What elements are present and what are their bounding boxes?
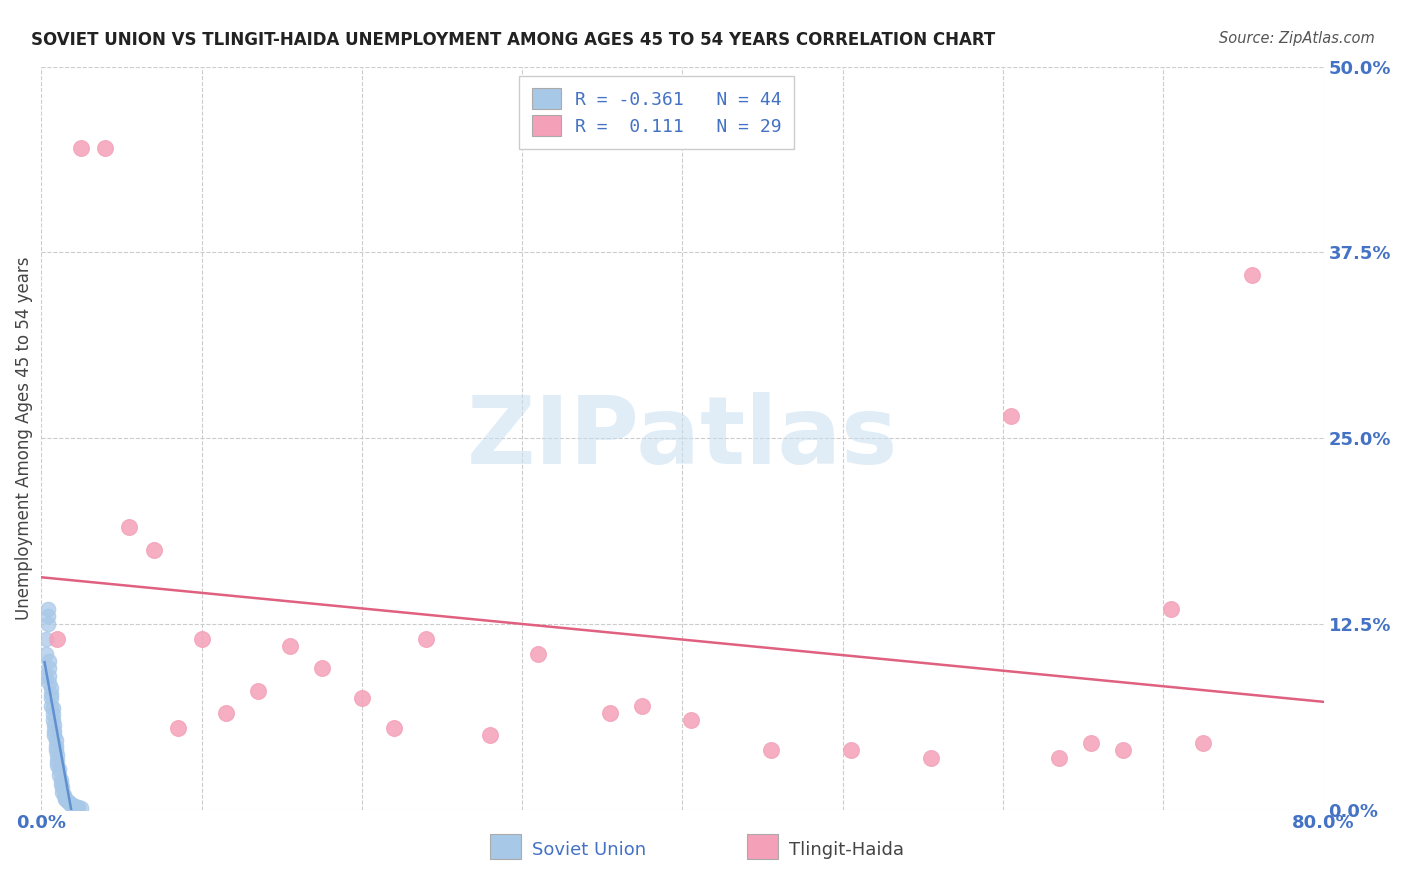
Point — [37, 616, 59, 631]
Point — [1192, 736, 1215, 750]
Point — [1160, 602, 1182, 616]
Point — [67, 799, 90, 814]
Point — [46, 754, 69, 768]
Point — [46, 632, 69, 646]
Point — [37, 609, 59, 624]
Point — [62, 798, 84, 813]
Point — [35, 647, 58, 661]
Point — [44, 728, 66, 742]
Point — [190, 632, 212, 646]
Point — [1112, 743, 1135, 757]
Point — [60, 798, 83, 813]
Point — [527, 647, 550, 661]
Point — [70, 141, 93, 155]
Point — [38, 661, 60, 675]
Point — [41, 714, 63, 728]
Point — [631, 698, 654, 713]
Point — [35, 632, 58, 646]
Point — [679, 714, 702, 728]
Point — [41, 707, 63, 722]
Point — [39, 698, 62, 713]
Point — [52, 788, 75, 802]
Point — [839, 743, 862, 757]
Point — [215, 706, 238, 720]
Point — [44, 723, 66, 738]
Point — [1000, 409, 1022, 423]
Point — [382, 721, 405, 735]
Point — [415, 632, 437, 646]
Point — [51, 780, 73, 795]
Text: Source: ZipAtlas.com: Source: ZipAtlas.com — [1219, 31, 1375, 46]
Point — [278, 639, 301, 653]
Point — [49, 777, 72, 791]
Point — [46, 747, 69, 762]
Point — [118, 520, 141, 534]
Point — [479, 728, 502, 742]
Point — [56, 794, 79, 808]
Point — [39, 687, 62, 701]
Text: ZIPatlas: ZIPatlas — [467, 392, 898, 484]
Point — [53, 792, 76, 806]
Point — [58, 795, 80, 809]
Point — [46, 758, 69, 772]
Point — [1240, 268, 1263, 282]
Point — [63, 799, 86, 814]
Text: Soviet Union: Soviet Union — [533, 841, 647, 859]
Point — [39, 681, 62, 695]
Point — [1080, 736, 1102, 750]
Point — [39, 691, 62, 706]
Point — [65, 799, 87, 814]
Point — [45, 739, 67, 753]
Point — [48, 763, 70, 777]
Point — [51, 785, 73, 799]
Point — [38, 676, 60, 690]
Point — [920, 750, 942, 764]
Point — [142, 542, 165, 557]
Point — [38, 654, 60, 668]
Point — [49, 772, 72, 787]
Text: Tlingit-Haida: Tlingit-Haida — [789, 841, 904, 859]
Point — [34, 669, 56, 683]
Point — [94, 141, 117, 155]
Y-axis label: Unemployment Among Ages 45 to 54 years: Unemployment Among Ages 45 to 54 years — [15, 256, 32, 620]
Text: SOVIET UNION VS TLINGIT-HAIDA UNEMPLOYMENT AMONG AGES 45 TO 54 YEARS CORRELATION: SOVIET UNION VS TLINGIT-HAIDA UNEMPLOYME… — [31, 31, 995, 49]
Point — [166, 721, 188, 735]
Point — [246, 683, 269, 698]
Point — [59, 797, 82, 811]
Point — [311, 661, 333, 675]
Point — [45, 743, 67, 757]
Point — [759, 743, 782, 757]
Point — [37, 602, 59, 616]
Point — [53, 790, 76, 805]
Point — [45, 732, 67, 747]
Point — [44, 718, 66, 732]
Point — [48, 768, 70, 782]
Point — [1047, 750, 1070, 764]
Point — [350, 691, 373, 706]
Point — [599, 706, 621, 720]
Point — [41, 701, 63, 715]
Legend: R = -0.361   N = 44, R =  0.111   N = 29: R = -0.361 N = 44, R = 0.111 N = 29 — [519, 76, 794, 149]
Point — [70, 801, 93, 815]
Point — [38, 669, 60, 683]
